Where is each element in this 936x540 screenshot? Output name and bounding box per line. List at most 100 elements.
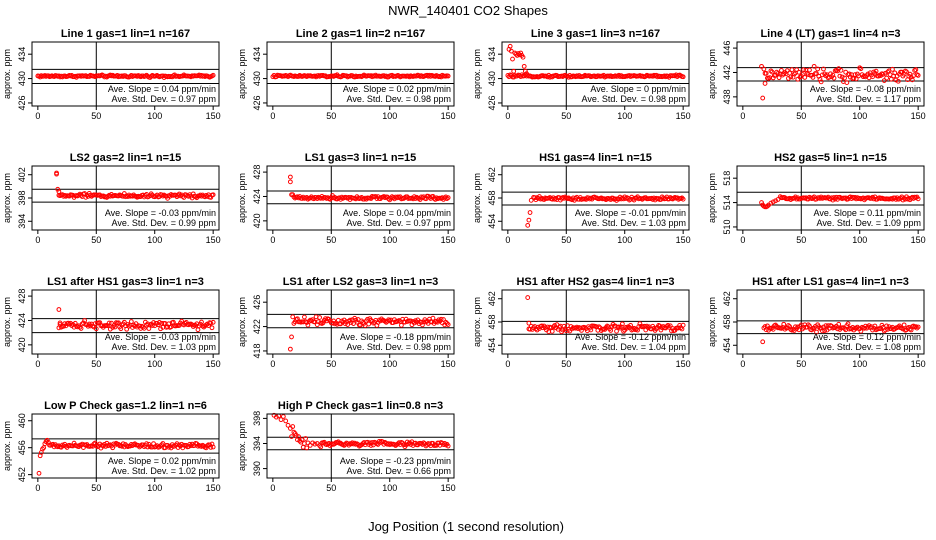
panel-title: LS2 gas=2 lin=1 n=15	[70, 152, 182, 164]
data-point	[789, 67, 795, 72]
y-tick-label: 442	[722, 65, 732, 80]
x-tick-label: 50	[91, 235, 101, 245]
x-tick-label: 100	[852, 111, 867, 121]
data-point	[549, 328, 555, 334]
data-point	[768, 200, 774, 206]
panel-title: Line 4 (LT) gas=1 lin=4 n=3	[760, 28, 900, 40]
data-point	[842, 75, 847, 81]
y-tick-label: 462	[722, 291, 732, 306]
x-tick-label: 100	[147, 235, 162, 245]
data-point	[915, 324, 921, 330]
data-point	[619, 321, 625, 327]
plot-frame	[266, 41, 455, 107]
data-point	[119, 443, 125, 449]
data-point	[814, 71, 819, 77]
data-point	[637, 321, 643, 327]
x-tick-label: 0	[35, 359, 40, 369]
panel-title: LS1 after HS1 gas=3 lin=1 n=3	[47, 276, 204, 288]
data-point	[528, 197, 534, 203]
y-tick-label: 426	[17, 95, 27, 110]
y-tick-label: 398	[252, 411, 262, 426]
data-point	[759, 63, 764, 69]
x-tick-label: 0	[740, 235, 745, 245]
y-tick-label: 390	[252, 461, 262, 476]
data-point	[521, 63, 527, 69]
y-tick-label: 456	[17, 440, 27, 455]
y-tick-label: 446	[722, 41, 732, 56]
panel-11: HS1 after HS2 gas=4 lin=1 n=3 approx. ppm…	[472, 276, 691, 369]
data-point	[55, 186, 61, 192]
x-tick-label: 150	[206, 483, 221, 493]
data-point	[109, 320, 114, 326]
data-point	[312, 441, 318, 447]
panel-12: HS1 after LS1 gas=4 lin=1 n=3 approx. ppm…	[707, 276, 926, 369]
data-point	[575, 326, 581, 331]
y-tick-label: 426	[487, 95, 497, 110]
slope-annotation: Ave. Slope = 0.02 ppm/min	[343, 84, 451, 94]
y-tick-label: 434	[17, 47, 27, 62]
data-point	[176, 442, 182, 448]
std-dev-annotation: Ave. Std. Dev. = 0.98 ppm	[582, 94, 686, 104]
data-point	[210, 319, 216, 325]
data-point	[302, 314, 307, 320]
x-tick-label: 150	[911, 235, 926, 245]
slope-annotation: Ave. Slope = -0.23 ppm/min	[340, 456, 451, 466]
x-tick-label: 100	[382, 483, 397, 493]
data-point	[588, 327, 594, 333]
x-tick-label: 100	[382, 235, 397, 245]
x-tick-label: 0	[35, 235, 40, 245]
y-axis-label: approx. ppm	[237, 49, 247, 99]
std-dev-annotation: Ave. Std. Dev. = 1.02 ppm	[112, 466, 216, 476]
data-point	[760, 95, 766, 101]
data-point	[348, 320, 354, 325]
panel-4: Line 4 (LT) gas=1 lin=4 n=3 approx. ppm 0 5…	[707, 28, 926, 121]
x-tick-label: 150	[676, 359, 691, 369]
panel-6: LS1 gas=3 lin=1 n=15 approx. ppm 0 50 100 150…	[237, 152, 456, 245]
y-tick-label: 454	[487, 214, 497, 229]
y-tick-label: 428	[17, 289, 27, 304]
data-point	[888, 76, 894, 82]
panel-7: HS1 gas=4 lin=1 n=15 approx. ppm 0 50 100 150…	[472, 152, 691, 245]
y-tick-label: 424	[17, 313, 27, 328]
y-axis-label: approx. ppm	[707, 173, 717, 223]
data-point	[781, 321, 787, 327]
y-tick-label: 514	[722, 195, 732, 210]
std-dev-annotation: Ave. Std. Dev. = 1.09 ppm	[817, 218, 921, 228]
plot-frame	[31, 289, 220, 355]
data-point	[310, 440, 315, 446]
data-point	[97, 441, 103, 447]
data-point	[526, 320, 532, 326]
data-point	[768, 68, 774, 74]
data-point	[347, 317, 353, 323]
plot-frame	[31, 41, 220, 107]
data-point	[508, 48, 514, 54]
y-tick-label: 454	[722, 338, 732, 353]
data-point	[634, 326, 639, 332]
y-axis-label: approx. ppm	[237, 421, 247, 471]
data-point	[166, 444, 172, 450]
data-point	[445, 443, 451, 449]
data-point	[273, 414, 279, 420]
data-point	[525, 295, 531, 300]
y-tick-label: 462	[487, 167, 497, 182]
panel-title: Low P Check gas=1.2 lin=1 n=6	[44, 400, 207, 412]
x-tick-label: 50	[796, 235, 806, 245]
plot-frame	[736, 41, 925, 107]
data-point	[436, 317, 442, 323]
panel-8: HS2 gas=5 lin=1 n=15 approx. ppm 0 50 100 150…	[707, 152, 926, 245]
data-point	[304, 445, 310, 451]
data-point	[680, 196, 686, 202]
data-point	[105, 323, 111, 329]
x-tick-label: 0	[740, 111, 745, 121]
x-tick-label: 0	[505, 235, 510, 245]
panel-title: HS1 after LS1 gas=4 lin=1 n=3	[752, 276, 909, 288]
data-point	[140, 324, 146, 330]
data-point	[287, 346, 293, 352]
data-point	[406, 441, 411, 447]
y-axis-label: approx. ppm	[2, 297, 12, 347]
data-point	[57, 320, 63, 326]
data-point	[520, 54, 526, 60]
y-tick-label: 458	[487, 190, 497, 205]
data-point	[789, 327, 795, 333]
data-point	[65, 320, 71, 326]
